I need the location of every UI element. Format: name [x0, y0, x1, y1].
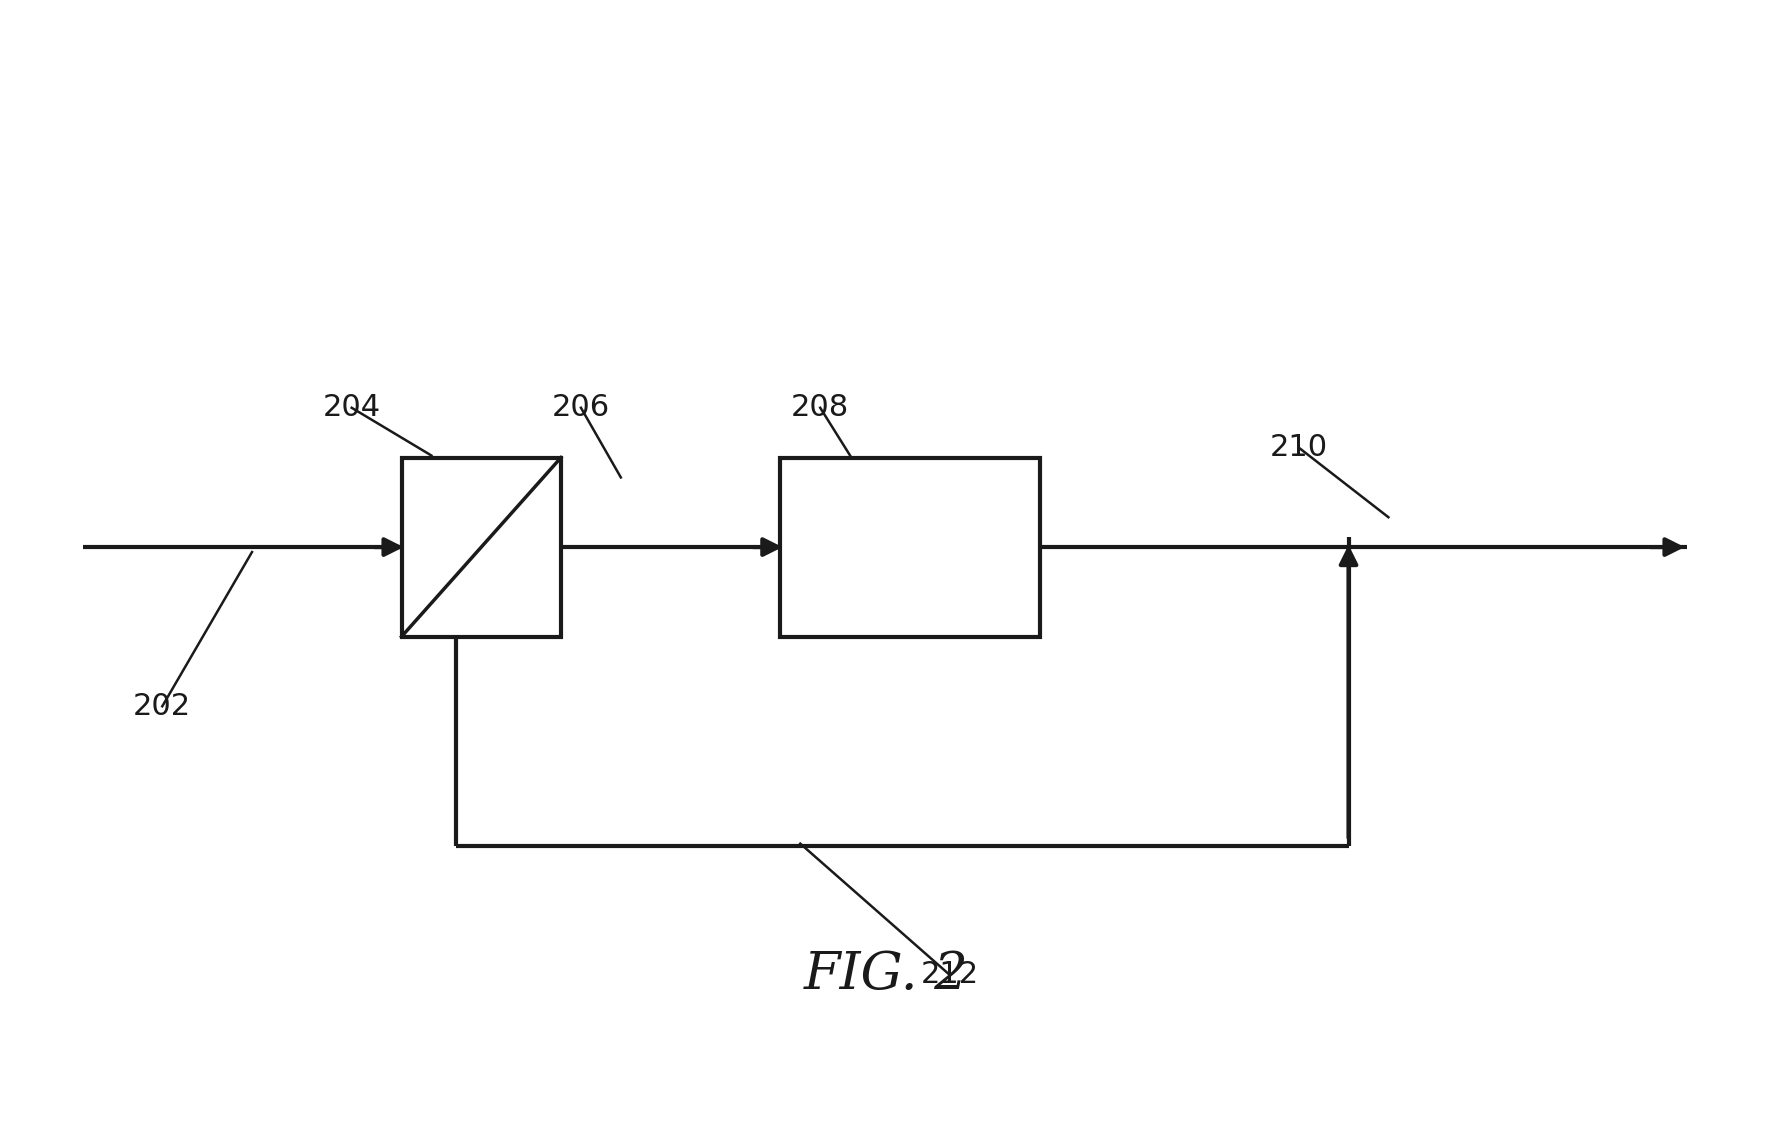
- Text: 206: 206: [551, 393, 610, 423]
- Text: 204: 204: [323, 393, 381, 423]
- Text: 202: 202: [133, 692, 191, 721]
- Text: 208: 208: [790, 393, 849, 423]
- Bar: [402, 458, 562, 637]
- Text: 210: 210: [1271, 433, 1327, 462]
- Text: 212: 212: [921, 960, 978, 990]
- Text: FIG. 2: FIG. 2: [804, 949, 968, 1001]
- Bar: [780, 458, 1040, 637]
